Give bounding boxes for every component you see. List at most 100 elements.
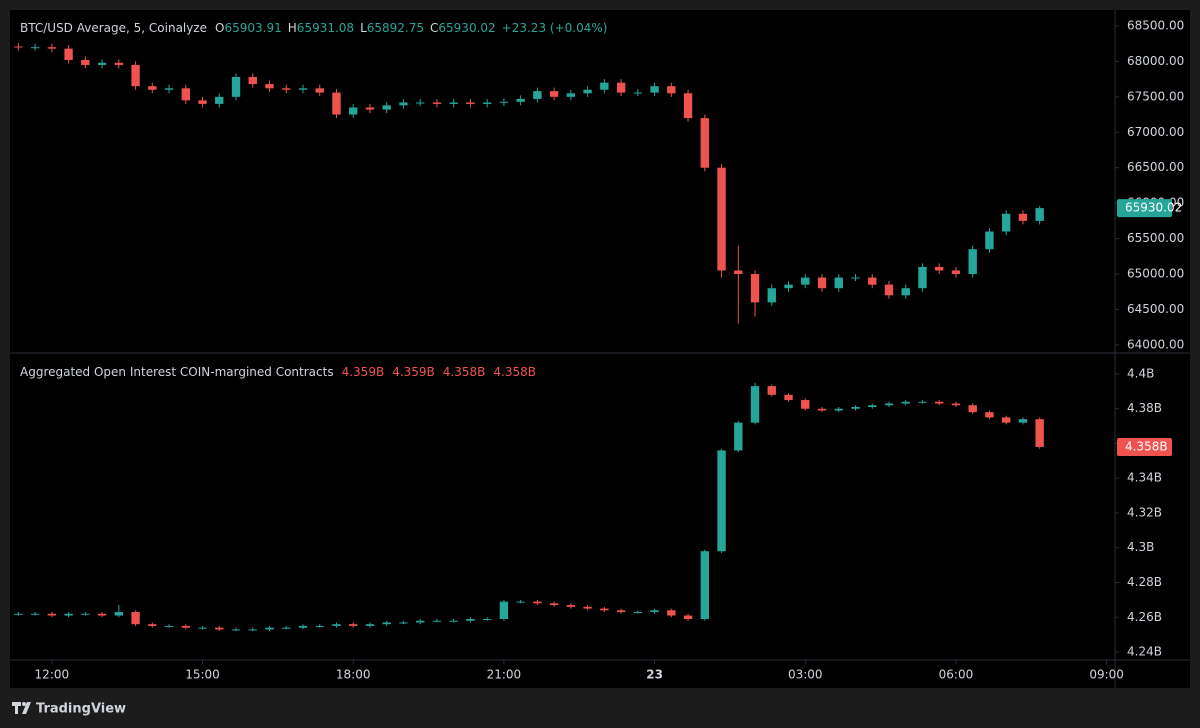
candle-body xyxy=(282,627,291,629)
candle-body xyxy=(332,92,341,115)
candle-body xyxy=(365,624,375,626)
candle-body xyxy=(918,401,927,403)
candle-body xyxy=(834,277,843,289)
candle-body xyxy=(533,601,542,604)
legend-title: BTC/USD Average, 5, Coinalyze xyxy=(20,21,207,35)
candle-body xyxy=(734,270,743,275)
logo-mark xyxy=(12,702,21,714)
candle-body xyxy=(784,394,793,401)
candle-body xyxy=(583,89,592,94)
candle-body xyxy=(884,284,894,296)
candle-body xyxy=(432,102,442,104)
legend-value: 4.359B xyxy=(342,365,385,379)
candle-body xyxy=(935,266,944,271)
candle-body xyxy=(700,118,709,168)
y-tick-label: 4.34B xyxy=(1127,471,1162,485)
candle-body xyxy=(1001,213,1011,232)
candle-body xyxy=(482,618,492,620)
candle-body xyxy=(30,47,40,49)
legend-key: O xyxy=(215,21,224,35)
candle-body xyxy=(282,88,291,90)
candle-body xyxy=(717,167,726,271)
x-tick-label: 06:00 xyxy=(939,668,974,682)
candle-body xyxy=(817,277,827,289)
candle-body xyxy=(516,98,525,102)
x-tick-label: 12:00 xyxy=(35,668,70,682)
price-axis-background xyxy=(1115,10,1190,660)
last-price-label: 65930.02 xyxy=(1125,201,1182,215)
candle-body xyxy=(1018,213,1028,221)
candle-body xyxy=(767,386,776,395)
legend-value: 4.358B xyxy=(493,365,536,379)
candle-body xyxy=(81,613,90,615)
y-tick-label: 64500.00 xyxy=(1127,302,1184,316)
candle-body xyxy=(81,59,90,65)
candle-body xyxy=(851,277,860,279)
candle-body xyxy=(349,624,358,626)
brand: TradingView xyxy=(36,702,126,717)
candle-body xyxy=(14,46,23,48)
candle-body xyxy=(801,277,810,285)
candle-body xyxy=(114,62,124,65)
candle-body xyxy=(868,405,877,407)
candle-body xyxy=(315,625,324,627)
candle-body xyxy=(198,100,207,104)
y-tick-label: 67000.00 xyxy=(1127,125,1184,139)
candle-body xyxy=(416,102,425,104)
candle-body xyxy=(265,84,274,89)
candle-body xyxy=(47,613,57,616)
candle-body xyxy=(750,386,760,423)
x-tick-label: 15:00 xyxy=(185,668,220,682)
y-tick-label: 4.26B xyxy=(1127,610,1162,624)
candle-body xyxy=(600,608,609,611)
candle-body xyxy=(131,64,140,87)
candle-body xyxy=(298,625,308,628)
last-price-badge xyxy=(1117,437,1172,456)
candle-body xyxy=(30,613,40,615)
candle-body xyxy=(449,102,458,104)
candle-body xyxy=(968,249,977,275)
y-tick-label: 4.4B xyxy=(1127,366,1154,380)
candle-body xyxy=(667,610,676,616)
candle-body xyxy=(499,101,509,103)
candle-body xyxy=(499,601,509,619)
candle-body xyxy=(198,627,207,629)
legend-value: 65931.08 xyxy=(297,21,354,35)
candle-body xyxy=(181,625,190,628)
candle-body xyxy=(683,93,693,119)
y-tick-label: 4.3B xyxy=(1127,540,1154,554)
candle-body xyxy=(432,620,442,622)
candle-body xyxy=(951,403,961,406)
candle-body xyxy=(399,622,408,624)
candle-body xyxy=(834,408,843,411)
tradingview-logo[interactable]: TradingView xyxy=(12,702,126,717)
candle-body xyxy=(968,405,977,413)
candle-body xyxy=(633,612,643,614)
x-tick-label: 21:00 xyxy=(487,668,522,682)
y-tick-label: 4.28B xyxy=(1127,575,1162,589)
candle-body xyxy=(382,622,391,625)
y-tick-label: 66500.00 xyxy=(1127,160,1184,174)
candle-body xyxy=(231,76,241,97)
legend-change: +23.23 (+0.04%) xyxy=(502,21,608,35)
candle-body xyxy=(449,620,458,622)
candle-body xyxy=(365,107,375,110)
legend-key: L xyxy=(360,21,367,35)
candle-body xyxy=(616,610,626,613)
candle-body xyxy=(700,551,709,619)
y-tick-label: 68000.00 xyxy=(1127,54,1184,68)
candle-body xyxy=(1035,419,1044,447)
candle-body xyxy=(1001,417,1011,423)
y-tick-label: 68500.00 xyxy=(1127,18,1184,32)
candle-body xyxy=(750,274,760,303)
candle-body xyxy=(566,93,576,97)
candle-body xyxy=(600,82,609,90)
y-tick-label: 67500.00 xyxy=(1127,89,1184,103)
candle-body xyxy=(148,86,157,90)
candle-body xyxy=(717,450,726,552)
candle-body xyxy=(650,86,659,93)
candle-body xyxy=(265,627,274,630)
candle-body xyxy=(482,102,492,104)
x-tick-label: 03:00 xyxy=(788,668,823,682)
y-tick-label: 4.32B xyxy=(1127,505,1162,519)
